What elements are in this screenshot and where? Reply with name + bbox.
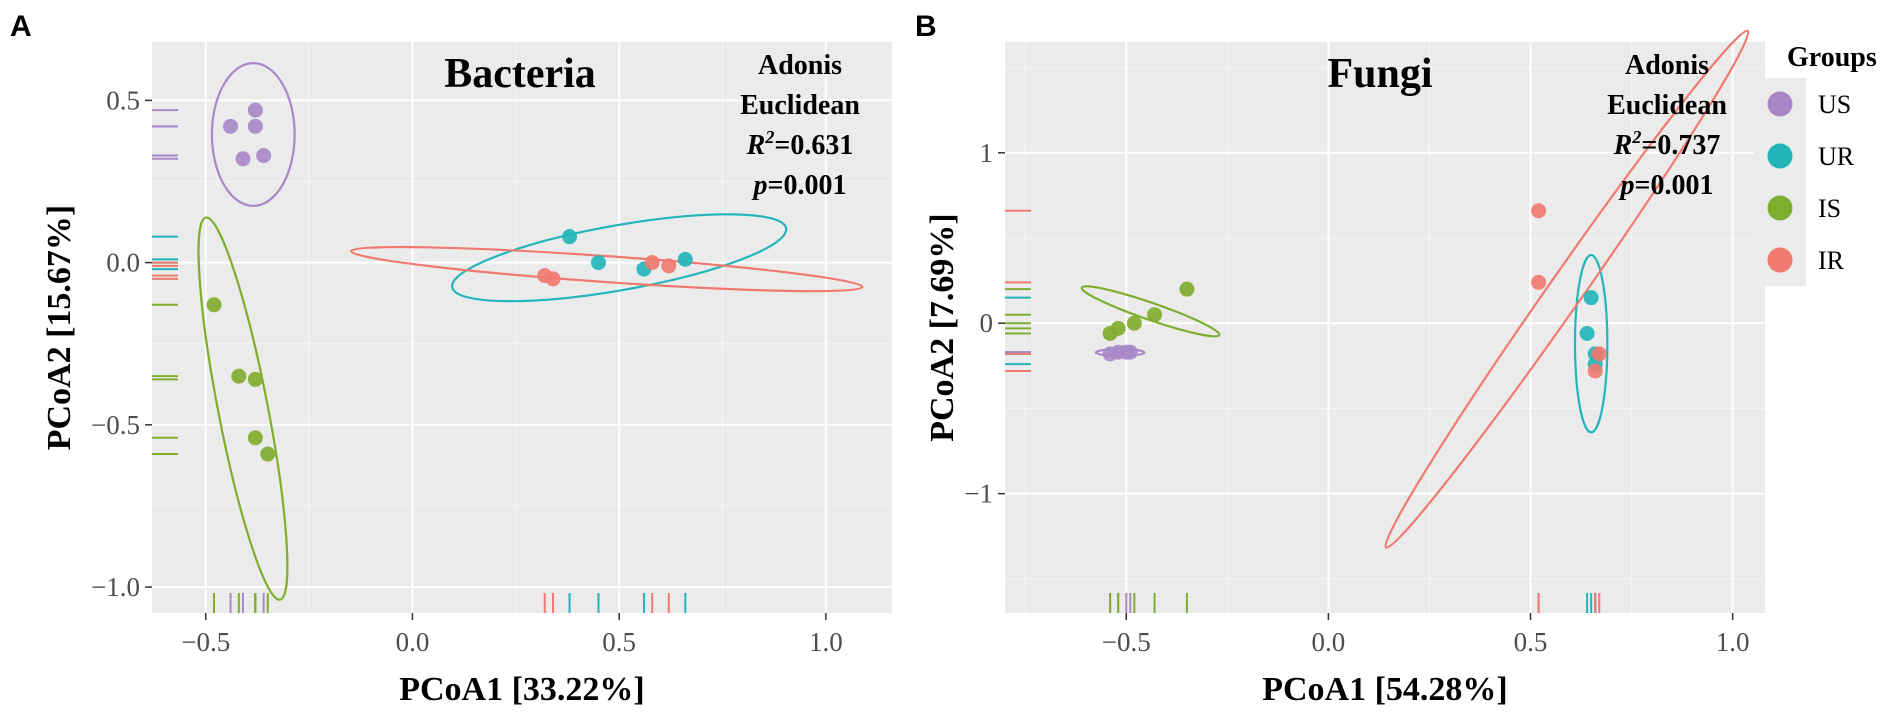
y-tick-label: 1 (980, 138, 994, 168)
annotation-test: Adonis (758, 50, 842, 81)
point-is (206, 297, 222, 313)
panel-a: −0.5 0.0 0.5 1.0 −1.0 −0.5 0.0 0.5 Bacteria Adoni… (10, 10, 892, 708)
legend-swatch-ir (1767, 247, 1793, 273)
legend-swatch-is (1767, 195, 1793, 221)
legend-swatch-ur (1767, 143, 1793, 169)
x-tick-label: −0.5 (181, 627, 230, 657)
legend-label-ir: IR (1818, 246, 1845, 275)
y-tick-label: 0 (980, 308, 994, 338)
y-tick-label: −1.0 (91, 572, 140, 602)
annotation-distance: Euclidean (1607, 90, 1727, 121)
ellipse-is (1080, 285, 1221, 338)
point-is (1126, 315, 1142, 331)
point-ir (1531, 203, 1547, 219)
panel-label: B (915, 10, 937, 43)
point-is (247, 430, 263, 446)
y-axis-label: PCoA2 [7.69%] (924, 213, 961, 442)
point-is (231, 368, 247, 384)
point-us (223, 118, 239, 134)
annotation-test: Adonis (1625, 50, 1709, 81)
point-us (1122, 344, 1138, 360)
legend-swatch-us (1767, 91, 1793, 117)
annotation-p: p=0.001 (752, 170, 847, 201)
chart-title: Bacteria (444, 51, 596, 97)
ellipse-ur (1573, 253, 1609, 434)
annotation-r2: R2=0.737 (1613, 127, 1721, 161)
point-ur (1579, 325, 1595, 341)
point-us (247, 118, 263, 134)
x-tick-label: 0.0 (396, 627, 430, 657)
legend-label-us: US (1818, 90, 1851, 119)
point-ir (661, 258, 677, 274)
ellipse-ir (349, 245, 864, 293)
point-is (1179, 281, 1195, 297)
point-us (247, 102, 263, 118)
ellipse-is (197, 216, 289, 601)
point-is (1110, 320, 1126, 336)
chart-title: Fungi (1327, 51, 1432, 97)
y-tick-label: 0.0 (106, 248, 140, 278)
x-tick-label: 0.5 (602, 627, 636, 657)
y-tick-label: −1 (964, 479, 993, 509)
point-ur (562, 229, 578, 245)
point-is (260, 446, 276, 462)
y-tick-label: −0.5 (91, 410, 140, 440)
point-ir (1591, 346, 1607, 362)
point-ur (590, 255, 606, 271)
annotation-r2: R2=0.631 (746, 127, 854, 161)
panel-b: −0.5 0.0 0.5 1.0 −1 0 1 Fungi Adonis Euclidean R2=… (915, 10, 1765, 708)
legend-label-is: IS (1818, 194, 1841, 223)
point-us (256, 148, 272, 164)
point-us (235, 151, 251, 167)
point-is (247, 371, 263, 387)
point-ur (1583, 290, 1599, 306)
legend-label-ur: UR (1818, 142, 1855, 171)
ellipse-ur (451, 213, 788, 303)
legend: Groups US UR IS IR (1754, 42, 1877, 286)
x-tick-label: 0.5 (1514, 627, 1548, 657)
plot-background (152, 42, 892, 613)
x-axis-label: PCoA1 [33.22%] (399, 671, 645, 708)
x-tick-label: 1.0 (1716, 627, 1750, 657)
panel-label: A (10, 10, 32, 43)
point-ir (1587, 363, 1603, 379)
point-ir (545, 271, 561, 287)
legend-title: Groups (1787, 42, 1877, 73)
point-ur (677, 251, 693, 267)
y-tick-label: 0.5 (106, 85, 140, 115)
x-tick-label: 0.0 (1312, 627, 1346, 657)
x-tick-label: −0.5 (1102, 627, 1151, 657)
ellipse-us (210, 61, 296, 207)
annotation-p: p=0.001 (1619, 170, 1714, 201)
ellipse-ir (1384, 29, 1750, 549)
point-is (1147, 307, 1163, 323)
y-axis-label: PCoA2 [15.67%] (41, 205, 78, 451)
x-axis-label: PCoA1 [54.28%] (1262, 671, 1508, 708)
annotation-distance: Euclidean (740, 90, 860, 121)
point-ir (644, 255, 660, 271)
point-ir (1531, 274, 1547, 290)
x-tick-label: 1.0 (809, 627, 843, 657)
